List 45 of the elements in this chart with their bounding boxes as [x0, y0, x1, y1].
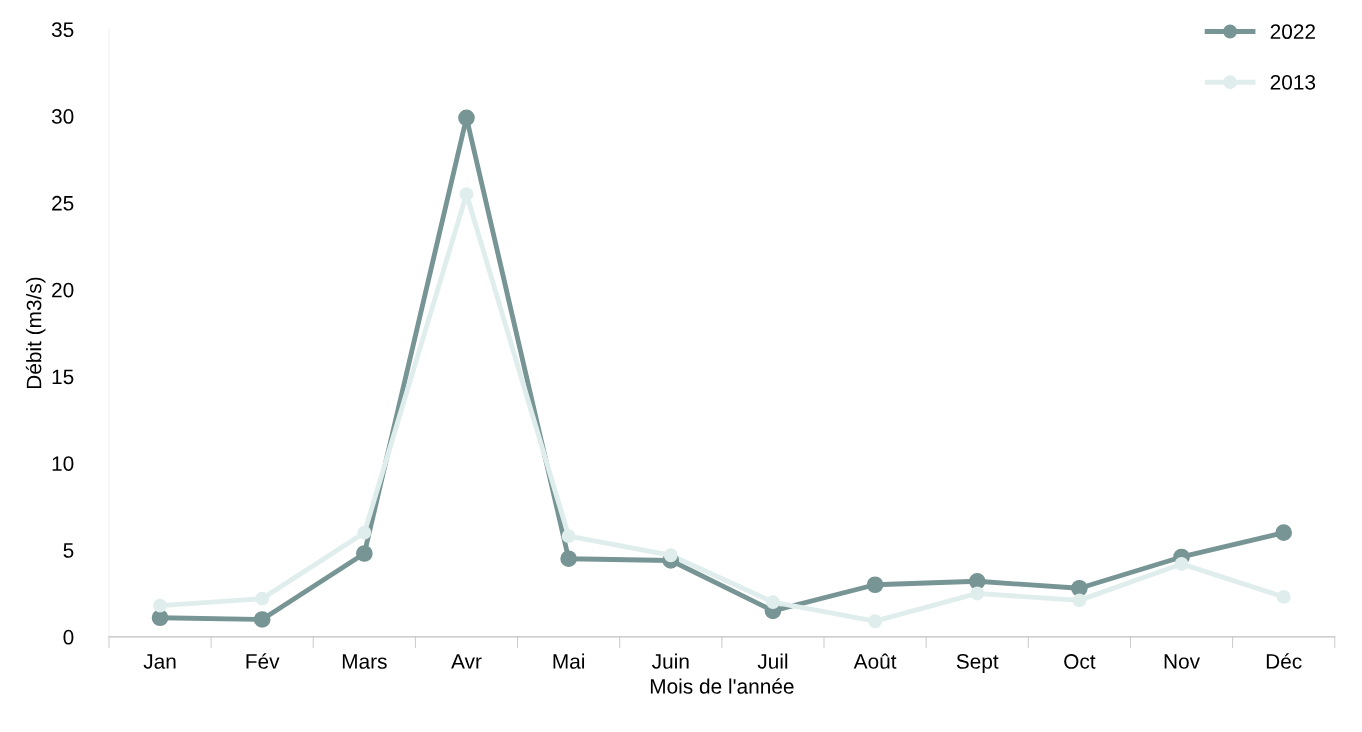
point: [458, 109, 475, 127]
y-axis-title: Débit (m3/s): [25, 277, 46, 389]
point: [255, 591, 270, 606]
point: [970, 586, 985, 601]
point: [765, 595, 780, 610]
x-tick-label: Oct: [1064, 654, 1096, 669]
point: [356, 545, 373, 562]
y-tick-label: 30: [51, 109, 74, 124]
x-tick-label: Sept: [956, 654, 999, 673]
x-tick-label: Avr: [451, 654, 482, 669]
point: [153, 598, 167, 613]
point: [868, 614, 883, 629]
legend-label: 2022: [1270, 24, 1315, 40]
point: [1275, 524, 1293, 542]
point: [968, 572, 986, 590]
x-tick-label: Juil: [757, 653, 788, 669]
point: [1174, 556, 1189, 571]
x-tick-label: Déc: [1266, 653, 1302, 669]
point: [866, 576, 884, 594]
x-tick-label: Mai: [553, 653, 585, 669]
x-tick-label: Juin: [652, 653, 689, 669]
legend-label: 2013: [1270, 74, 1316, 90]
y-tick-label: 35: [51, 22, 74, 38]
x-tick-label: Jan: [143, 654, 176, 669]
point: [560, 550, 577, 568]
point: [1071, 579, 1088, 597]
y-tick-label: 20: [52, 282, 74, 298]
x-tick-label: Nov: [1164, 654, 1200, 669]
point: [1072, 593, 1087, 608]
y-tick-label: 10: [52, 456, 74, 472]
point: [561, 529, 576, 544]
x-tick-label: Mars: [342, 654, 387, 669]
y-tick-label: 0: [63, 629, 74, 645]
point: [1276, 589, 1291, 604]
y-tick-label: 15: [52, 369, 74, 385]
y-tick-label: 5: [63, 543, 74, 558]
point: [253, 611, 271, 628]
point: [663, 548, 678, 563]
x-tick-label: Août: [853, 653, 897, 669]
y-tick-label: 25: [52, 195, 74, 211]
x-tick-label: Fév: [246, 653, 280, 669]
x-axis-title: Mois de l'année: [650, 678, 794, 694]
point: [357, 525, 372, 540]
point: [459, 187, 474, 202]
point: [151, 609, 169, 627]
